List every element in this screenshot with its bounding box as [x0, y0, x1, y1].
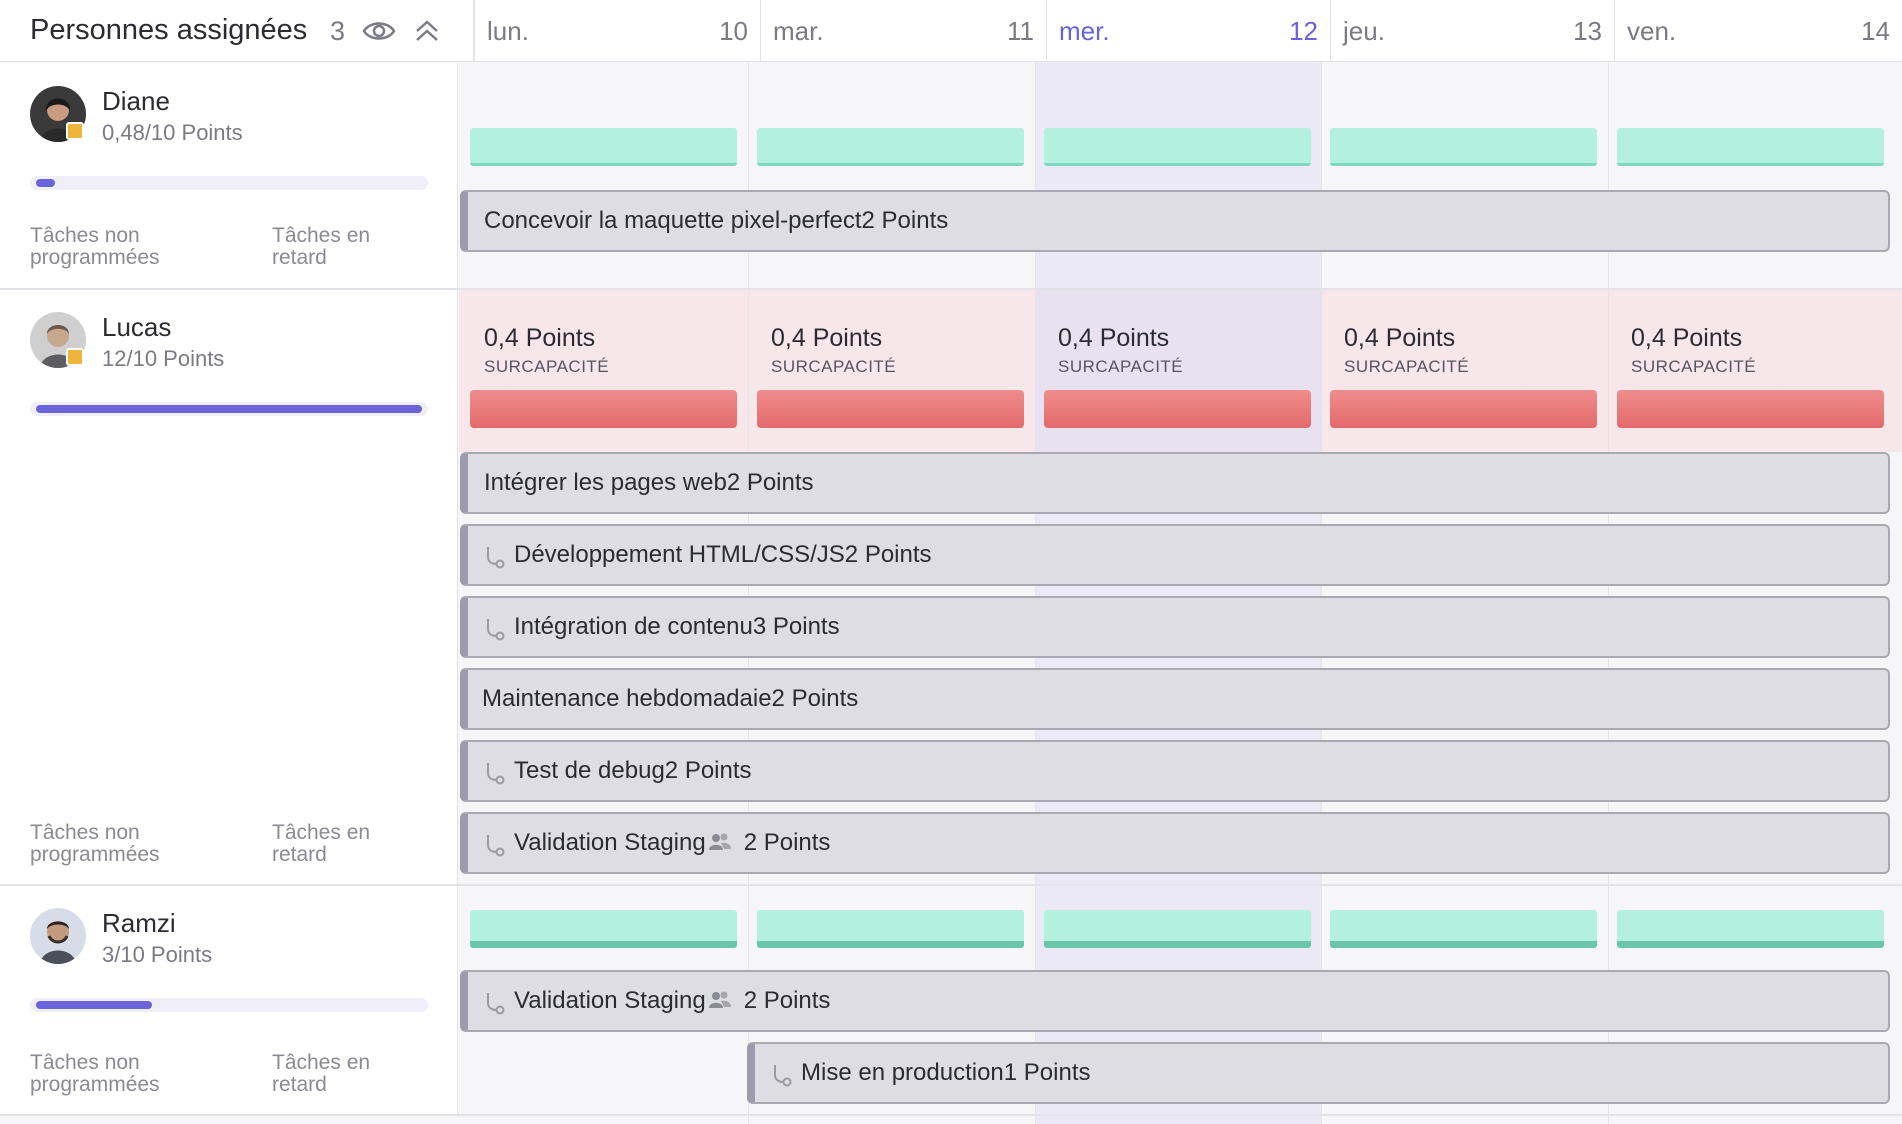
subtask-bar[interactable]: Intégration de contenu3 Points [460, 596, 1890, 658]
capacity-bar [1044, 128, 1311, 166]
assignee-count: 3 [330, 16, 346, 46]
unscheduled-tasks-link[interactable]: Tâches non programmées [30, 1051, 160, 1096]
late-tasks-link[interactable]: Tâches en retard [272, 821, 371, 866]
overcapacity-bar [1617, 390, 1884, 428]
overcapacity-bar [1044, 390, 1311, 428]
capacity-bar [1617, 910, 1884, 948]
capacity-bar [470, 128, 737, 166]
subtask-bar[interactable]: Validation Staging 2 Points [460, 812, 1890, 874]
collapse-all-icon[interactable] [414, 18, 440, 49]
shared-users-icon [708, 989, 732, 1017]
workload-progress-fill [36, 1001, 152, 1009]
subtask-bar[interactable]: Test de debug2 Points [460, 740, 1890, 802]
overcapacity-points: 0,4 Points [1631, 324, 1743, 352]
overcapacity-label: SURCAPACITÉ [771, 357, 897, 376]
overcapacity-label: SURCAPACITÉ [484, 357, 610, 376]
late-tasks-link[interactable]: Tâches en retard [272, 224, 371, 269]
task-bar[interactable]: Maintenance hebdomadaie2 Points [460, 668, 1890, 730]
avatar[interactable] [30, 908, 86, 964]
overcapacity-points: 0,4 Points [1344, 324, 1456, 352]
page-title: Personnes assignées [30, 14, 308, 46]
status-indicator [66, 348, 84, 366]
overcapacity-bar [470, 390, 737, 428]
overcapacity-label: SURCAPACITÉ [1344, 357, 1470, 376]
subtask-icon [484, 617, 506, 646]
overcapacity-points: 0,4 Points [484, 324, 596, 352]
person-name: Lucas [102, 312, 172, 342]
task-bar[interactable]: Concevoir la maquette pixel-perfect2 Poi… [460, 190, 1890, 252]
person-name: Ramzi [102, 908, 176, 938]
workload-progress-fill [36, 405, 422, 413]
avatar[interactable] [30, 312, 86, 368]
capacity-bar [1617, 128, 1884, 166]
capacity-bar [1330, 128, 1597, 166]
capacity-bar [757, 910, 1024, 948]
status-indicator [66, 122, 84, 140]
subtask-icon [484, 761, 506, 790]
capacity-bar [1330, 910, 1597, 948]
late-tasks-link[interactable]: Tâches en retard [272, 1051, 371, 1096]
overcapacity-bar [1330, 390, 1597, 428]
capacity-bar [1044, 910, 1311, 948]
day-header-thu: jeu. 13 [1330, 0, 1614, 62]
subtask-icon [484, 833, 506, 862]
capacity-bar [757, 128, 1024, 166]
overcapacity-points: 0,4 Points [1058, 324, 1170, 352]
subtask-bar[interactable]: Mise en production1 Points [747, 1042, 1890, 1104]
person-points: 3/10 Points [102, 942, 213, 967]
eye-icon[interactable] [362, 18, 396, 49]
shared-users-icon [708, 831, 732, 859]
day-header-tue: mar. 11 [760, 0, 1046, 62]
workload-progress-fill [36, 179, 55, 187]
person-name: Diane [102, 86, 170, 116]
overcapacity-points: 0,4 Points [771, 324, 883, 352]
task-bar[interactable]: Intégrer les pages web2 Points [460, 452, 1890, 514]
person-points: 12/10 Points [102, 346, 225, 371]
subtask-bar[interactable]: Validation Staging 2 Points [460, 970, 1890, 1032]
subtask-icon [771, 1063, 793, 1092]
day-header-wed: mer. 12 [1046, 0, 1330, 62]
capacity-bar [470, 910, 737, 948]
subtask-icon [484, 991, 506, 1020]
day-header-fri: ven. 14 [1614, 0, 1902, 62]
unscheduled-tasks-link[interactable]: Tâches non programmées [30, 821, 160, 866]
overcapacity-label: SURCAPACITÉ [1631, 357, 1757, 376]
workload-progress [30, 176, 428, 190]
person-points: 0,48/10 Points [102, 120, 243, 145]
subtask-bar[interactable]: Développement HTML/CSS/JS2 Points [460, 524, 1890, 586]
subtask-icon [484, 545, 506, 574]
day-header-mon: lun. 10 [474, 0, 760, 62]
overcapacity-label: SURCAPACITÉ [1058, 357, 1184, 376]
workload-progress [30, 998, 428, 1012]
person-panel-lucas [0, 290, 458, 884]
overcapacity-bar [757, 390, 1024, 428]
unscheduled-tasks-link[interactable]: Tâches non programmées [30, 224, 160, 269]
workload-progress [30, 402, 428, 416]
